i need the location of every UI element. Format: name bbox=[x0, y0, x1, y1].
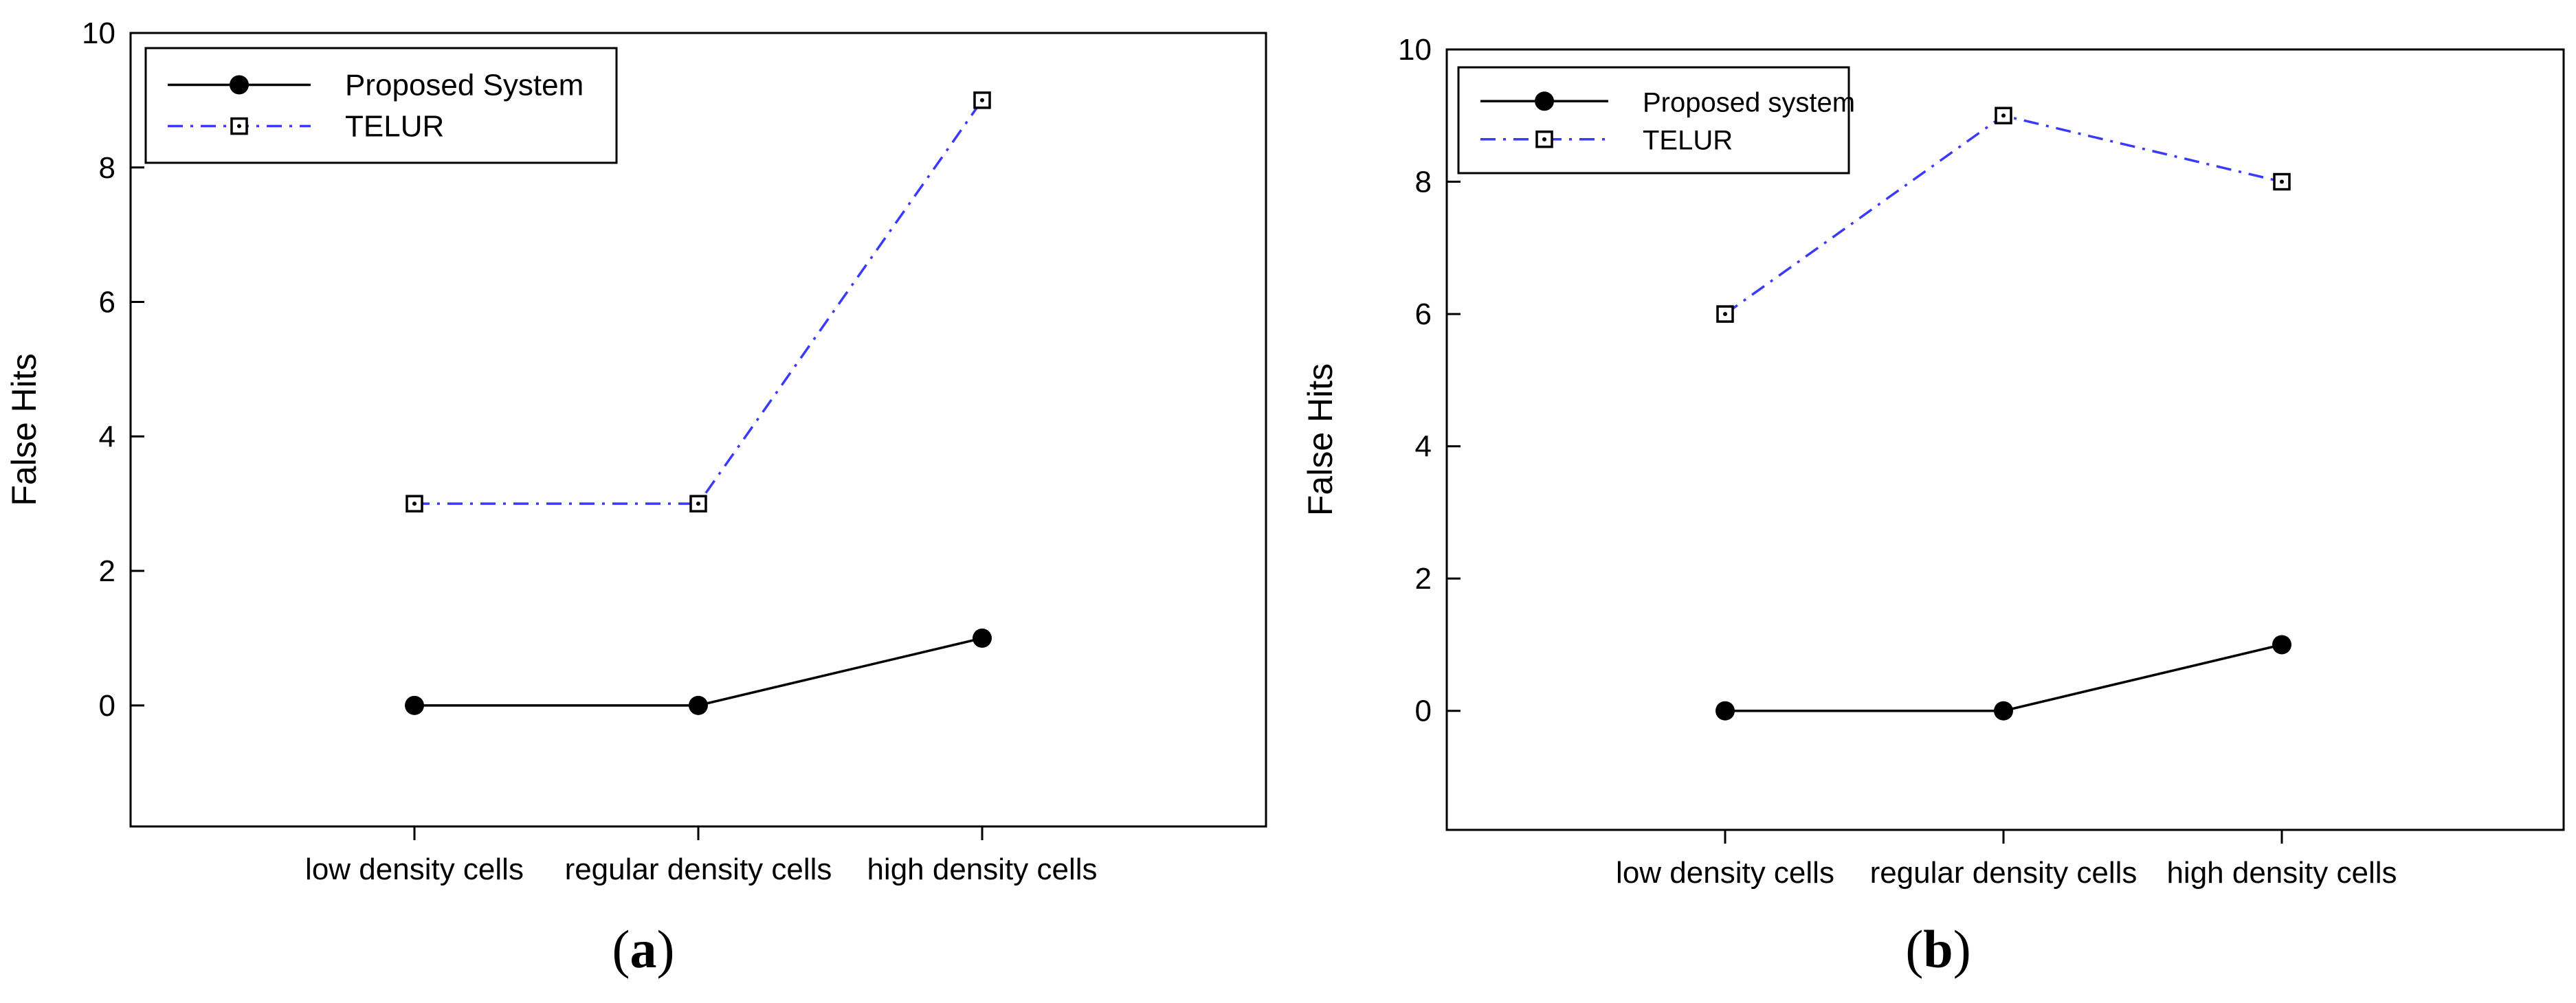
legend-label: Proposed system bbox=[1643, 87, 1855, 117]
legend-label: TELUR bbox=[345, 110, 444, 144]
legend-marker-center bbox=[237, 124, 241, 128]
legend-label: TELUR bbox=[1643, 126, 1733, 156]
y-tick-label: 8 bbox=[1415, 166, 1432, 199]
series-line-proposed bbox=[1725, 643, 2283, 712]
data-point bbox=[689, 695, 708, 715]
x-tick-label: regular density cells bbox=[1870, 856, 2138, 890]
series-line-proposed bbox=[414, 637, 983, 707]
data-point bbox=[1994, 701, 2013, 721]
legend: Proposed System TELUR bbox=[144, 47, 618, 164]
y-axis-title: False Hits bbox=[1301, 363, 1340, 516]
y-tick-label: 8 bbox=[99, 151, 115, 185]
y-tick-label: 2 bbox=[1415, 562, 1432, 596]
legend-label: Proposed System bbox=[345, 68, 584, 102]
x-tick-label: high density cells bbox=[867, 853, 1097, 886]
plot-frame bbox=[1445, 48, 2565, 831]
data-point-center bbox=[1723, 312, 1727, 317]
x-tick-label: low density cells bbox=[305, 853, 524, 886]
legend-marker-center bbox=[1542, 137, 1546, 142]
x-tick-label: low density cells bbox=[1616, 856, 1834, 890]
panel-caption: (a) bbox=[612, 919, 675, 979]
data-point-center bbox=[2001, 113, 2006, 118]
y-tick-label: 6 bbox=[1415, 297, 1432, 331]
y-tick-label: 0 bbox=[99, 689, 115, 723]
data-point-center bbox=[696, 502, 700, 506]
y-axis-title: False Hits bbox=[5, 353, 43, 506]
data-point bbox=[405, 695, 424, 715]
y-tick-label: 2 bbox=[99, 554, 115, 588]
data-point-center bbox=[980, 98, 984, 102]
legend-marker bbox=[230, 75, 249, 95]
data-point bbox=[1716, 701, 1735, 721]
y-tick-label: 4 bbox=[99, 420, 115, 453]
y-tick-label: 6 bbox=[99, 286, 115, 319]
y-tick-label: 4 bbox=[1415, 430, 1432, 464]
legend: Proposed system TELUR bbox=[1457, 66, 1855, 174]
data-point bbox=[973, 628, 992, 648]
data-point-center bbox=[2280, 179, 2284, 184]
x-tick-label: regular density cells bbox=[565, 853, 832, 886]
legend-marker bbox=[1535, 91, 1554, 111]
chart-panel-a: 0 2 4 6 8 10 low density cells regular density … bbox=[5, 16, 1267, 979]
legend-frame bbox=[144, 47, 618, 164]
panel-caption: (b) bbox=[1905, 919, 1970, 979]
y-tick-label: 0 bbox=[1415, 695, 1432, 728]
legend-frame bbox=[1457, 66, 1850, 174]
x-tick-label: high density cells bbox=[2166, 856, 2397, 890]
y-tick-label: 10 bbox=[1398, 33, 1432, 67]
data-point-center bbox=[412, 502, 417, 506]
data-point bbox=[2272, 635, 2291, 655]
y-tick-label: 10 bbox=[82, 16, 115, 50]
chart-panel-b: 0 2 4 6 8 10 low density cells regular density … bbox=[1301, 33, 2565, 979]
